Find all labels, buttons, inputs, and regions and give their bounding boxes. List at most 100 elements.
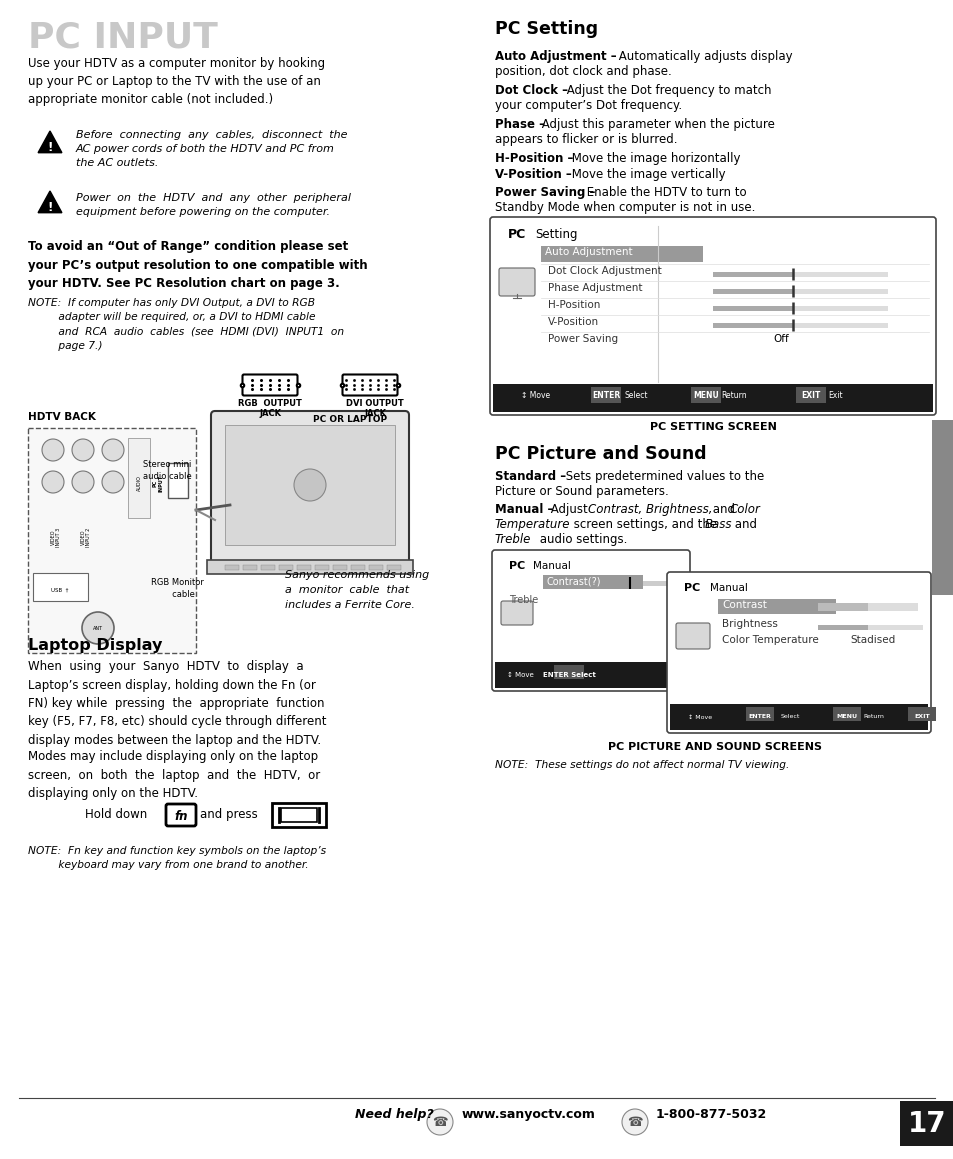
Text: MENU: MENU: [836, 714, 857, 720]
FancyBboxPatch shape: [351, 564, 365, 570]
Circle shape: [102, 471, 124, 493]
FancyBboxPatch shape: [540, 246, 702, 262]
FancyBboxPatch shape: [272, 803, 326, 828]
Circle shape: [42, 439, 64, 461]
FancyBboxPatch shape: [261, 564, 274, 570]
Circle shape: [294, 469, 326, 501]
Text: Move the image vertically: Move the image vertically: [567, 168, 725, 181]
FancyBboxPatch shape: [225, 564, 239, 570]
Text: Return: Return: [862, 714, 883, 720]
Text: PC SETTING SCREEN: PC SETTING SCREEN: [649, 422, 776, 432]
Text: ►: ►: [527, 250, 534, 260]
FancyBboxPatch shape: [690, 387, 720, 403]
Text: ↕ Move: ↕ Move: [687, 714, 711, 720]
Text: appears to flicker or is blurred.: appears to flicker or is blurred.: [495, 133, 677, 146]
Text: Bass: Bass: [704, 518, 732, 531]
Text: PC PICTURE AND SOUND SCREENS: PC PICTURE AND SOUND SCREENS: [607, 742, 821, 752]
Text: ☎: ☎: [626, 1115, 642, 1129]
Text: ↕ Move: ↕ Move: [521, 391, 550, 400]
Text: Power Saving: Power Saving: [547, 334, 618, 344]
Text: and: and: [708, 503, 738, 516]
FancyBboxPatch shape: [490, 217, 935, 415]
Circle shape: [42, 471, 64, 493]
Text: RGB  OUTPUT: RGB OUTPUT: [238, 399, 301, 408]
Bar: [575, 581, 629, 585]
Text: Before  connecting  any  cables,  disconnect  the
AC power cords of both the HDT: Before connecting any cables, disconnect…: [76, 130, 347, 168]
Text: JACK: JACK: [258, 409, 281, 418]
Text: V-Position: V-Position: [547, 318, 598, 327]
FancyBboxPatch shape: [500, 602, 533, 625]
FancyBboxPatch shape: [542, 575, 642, 589]
Bar: [792, 271, 887, 277]
Text: PC OR LAPTOP: PC OR LAPTOP: [313, 415, 387, 424]
Text: Treble: Treble: [495, 533, 531, 546]
Text: Temperature: Temperature: [495, 518, 570, 531]
Text: PC Setting: PC Setting: [495, 20, 598, 38]
Circle shape: [82, 612, 113, 644]
Text: VIDEO
INPUT 2: VIDEO INPUT 2: [80, 529, 91, 547]
Text: Phase –: Phase –: [495, 118, 544, 131]
FancyBboxPatch shape: [832, 707, 861, 721]
Bar: [712, 289, 792, 293]
FancyBboxPatch shape: [168, 462, 188, 498]
FancyBboxPatch shape: [907, 707, 935, 721]
Text: RGB Monitor
     cable: RGB Monitor cable: [151, 578, 203, 599]
FancyBboxPatch shape: [669, 704, 927, 730]
Text: Treble: Treble: [509, 595, 537, 605]
Text: Contrast: Contrast: [721, 600, 766, 610]
FancyBboxPatch shape: [296, 564, 311, 570]
Circle shape: [71, 471, 94, 493]
Text: your computer’s Dot frequency.: your computer’s Dot frequency.: [495, 99, 681, 112]
Text: Modes may include displaying only on the laptop
screen,  on  both  the  laptop  : Modes may include displaying only on the…: [28, 750, 320, 800]
Text: MENU: MENU: [693, 391, 719, 400]
Text: Adjust: Adjust: [546, 503, 591, 516]
Text: ENTER: ENTER: [591, 391, 619, 400]
Text: H-Position: H-Position: [547, 300, 599, 309]
Circle shape: [102, 439, 124, 461]
FancyBboxPatch shape: [28, 428, 195, 653]
Text: V-Position –: V-Position –: [495, 168, 571, 181]
FancyBboxPatch shape: [492, 551, 689, 691]
Bar: [792, 289, 887, 293]
Text: PC INPUT: PC INPUT: [28, 20, 217, 54]
Text: and press: and press: [200, 808, 257, 821]
Text: Adjust this parameter when the picture: Adjust this parameter when the picture: [537, 118, 774, 131]
Text: Need help?: Need help?: [355, 1108, 434, 1121]
FancyBboxPatch shape: [225, 425, 395, 545]
Text: ☎: ☎: [432, 1115, 447, 1129]
FancyBboxPatch shape: [211, 411, 409, 564]
Text: Color: Color: [729, 503, 760, 516]
Text: Picture or Sound parameters.: Picture or Sound parameters.: [495, 484, 668, 498]
FancyBboxPatch shape: [314, 564, 329, 570]
Polygon shape: [38, 131, 62, 153]
Text: EXIT: EXIT: [801, 391, 820, 400]
FancyBboxPatch shape: [33, 573, 88, 602]
Text: PC: PC: [683, 583, 700, 593]
Text: Power Saving –: Power Saving –: [495, 185, 595, 199]
Text: Automatically adjusts display: Automatically adjusts display: [615, 50, 792, 63]
Text: www.sanyoctv.com: www.sanyoctv.com: [461, 1108, 596, 1121]
Text: !: !: [48, 202, 52, 214]
Text: Contrast, Brightness,: Contrast, Brightness,: [587, 503, 712, 516]
FancyBboxPatch shape: [278, 564, 293, 570]
Text: Color Temperature: Color Temperature: [721, 635, 818, 646]
Text: Exit: Exit: [828, 391, 842, 400]
Bar: [817, 625, 867, 629]
Text: PC Picture and Sound: PC Picture and Sound: [495, 445, 706, 462]
Text: H-Position –: H-Position –: [495, 152, 573, 165]
Text: ENTER: ENTER: [748, 714, 771, 720]
FancyBboxPatch shape: [493, 384, 932, 411]
Text: Stadised: Stadised: [849, 635, 894, 646]
Text: To avoid an “Out of Range” condition please set
your PC’s output resolution to o: To avoid an “Out of Range” condition ple…: [28, 240, 367, 290]
Text: DVI OUTPUT: DVI OUTPUT: [346, 399, 403, 408]
Bar: [792, 322, 887, 328]
Text: ►: ►: [504, 576, 511, 585]
Circle shape: [71, 439, 94, 461]
FancyBboxPatch shape: [342, 374, 397, 395]
Bar: [712, 322, 792, 328]
FancyBboxPatch shape: [676, 624, 709, 649]
Bar: [867, 625, 923, 629]
Text: screen settings, and the: screen settings, and the: [569, 518, 720, 531]
Text: NOTE:  These settings do not affect normal TV viewing.: NOTE: These settings do not affect norma…: [495, 760, 788, 770]
Text: Select: Select: [780, 714, 799, 720]
